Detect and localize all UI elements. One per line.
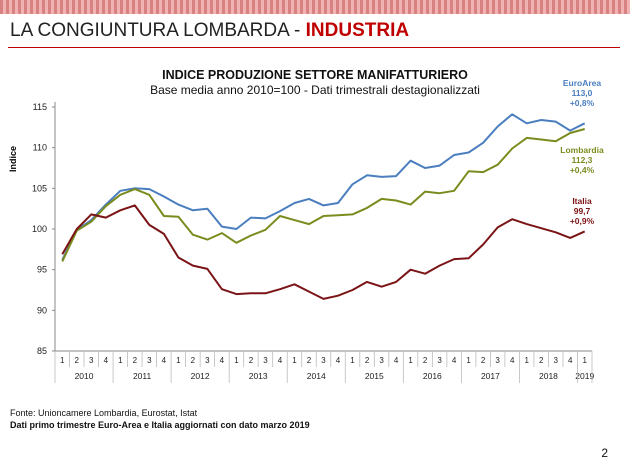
x-quarter-label: 2 [423, 356, 428, 365]
series-label-euroarea: EuroArea [563, 78, 602, 88]
slide-title-prefix: LA CONGIUNTURA LOMBARDA - [10, 20, 306, 41]
source-note: Fonte: Unioncamere Lombardia, Eurostat, … [10, 408, 198, 418]
series-label-italia: +0,9% [570, 216, 595, 226]
x-year-label: 2019 [575, 371, 594, 381]
x-quarter-label: 3 [379, 356, 384, 365]
x-quarter-label: 2 [75, 356, 80, 365]
x-quarter-label: 1 [408, 356, 413, 365]
x-quarter-label: 2 [539, 356, 544, 365]
x-quarter-label: 4 [278, 356, 283, 365]
x-quarter-label: 1 [234, 356, 239, 365]
chart-subtitle: Base media anno 2010=100 - Dati trimestr… [150, 83, 480, 97]
y-tick-label: 100 [32, 224, 47, 234]
x-quarter-label: 1 [176, 356, 181, 365]
series-label-italia: 99,7 [574, 206, 591, 216]
x-year-label: 2015 [365, 371, 384, 381]
x-quarter-label: 4 [510, 356, 515, 365]
x-quarter-label: 2 [307, 356, 312, 365]
x-quarter-label: 1 [118, 356, 123, 365]
x-quarter-label: 4 [162, 356, 167, 365]
series-label-italia: Italia [572, 196, 592, 206]
x-quarter-label: 3 [553, 356, 558, 365]
slide-title: LA CONGIUNTURA LOMBARDA - INDUSTRIA [10, 20, 409, 42]
x-quarter-label: 3 [437, 356, 442, 365]
x-quarter-label: 2 [133, 356, 138, 365]
y-tick-label: 110 [33, 143, 47, 153]
top-decorative-band [0, 0, 630, 14]
x-quarter-label: 2 [249, 356, 254, 365]
y-tick-label: 85 [37, 346, 47, 356]
x-quarter-label: 4 [220, 356, 225, 365]
x-year-label: 2017 [481, 371, 500, 381]
chart-title: INDICE PRODUZIONE SETTORE MANIFATTURIERO [162, 68, 468, 82]
x-quarter-label: 4 [104, 356, 109, 365]
x-quarter-label: 4 [568, 356, 573, 365]
series-label-lombardia: Lombardia [560, 145, 604, 155]
series-line-italia [61, 204, 586, 300]
x-quarter-label: 1 [466, 356, 471, 365]
x-quarter-label: 1 [524, 356, 529, 365]
slide-title-highlight: INDUSTRIA [305, 20, 410, 41]
x-year-label: 2013 [249, 371, 268, 381]
x-year-label: 2011 [133, 371, 152, 381]
y-tick-label: 90 [37, 305, 47, 315]
x-year-label: 2012 [191, 371, 210, 381]
x-quarter-label: 1 [583, 356, 588, 365]
x-quarter-label: 4 [452, 356, 457, 365]
series-label-euroarea: 113,0 [572, 88, 593, 98]
data-update-note: Dati primo trimestre Euro-Area e Italia … [10, 420, 310, 430]
y-tick-label: 105 [32, 183, 47, 193]
x-year-label: 2016 [423, 371, 442, 381]
x-year-label: 2018 [539, 371, 558, 381]
x-quarter-label: 1 [292, 356, 297, 365]
x-quarter-label: 2 [191, 356, 196, 365]
x-quarter-label: 3 [495, 356, 500, 365]
x-quarter-label: 3 [205, 356, 210, 365]
x-year-label: 2014 [307, 371, 326, 381]
x-quarter-label: 3 [89, 356, 94, 365]
page-number: 2 [601, 446, 608, 460]
x-quarter-label: 3 [147, 356, 152, 365]
x-year-label: 2010 [75, 371, 94, 381]
x-quarter-label: 4 [336, 356, 341, 365]
x-quarter-label: 1 [60, 356, 65, 365]
series-label-euroarea: +0,8% [570, 98, 595, 108]
x-quarter-label: 3 [321, 356, 326, 365]
x-quarter-label: 2 [481, 356, 486, 365]
series-label-lombardia: 112,3 [572, 155, 593, 165]
y-tick-label: 115 [33, 102, 47, 112]
y-tick-label: 95 [37, 265, 47, 275]
x-quarter-label: 4 [394, 356, 399, 365]
title-divider [8, 47, 620, 48]
series-line-euroarea [61, 113, 586, 261]
x-quarter-label: 2 [365, 356, 370, 365]
x-quarter-label: 3 [263, 356, 268, 365]
series-line-lombardia [61, 128, 585, 262]
x-quarter-label: 1 [350, 356, 355, 365]
series-label-lombardia: +0,4% [570, 165, 595, 175]
